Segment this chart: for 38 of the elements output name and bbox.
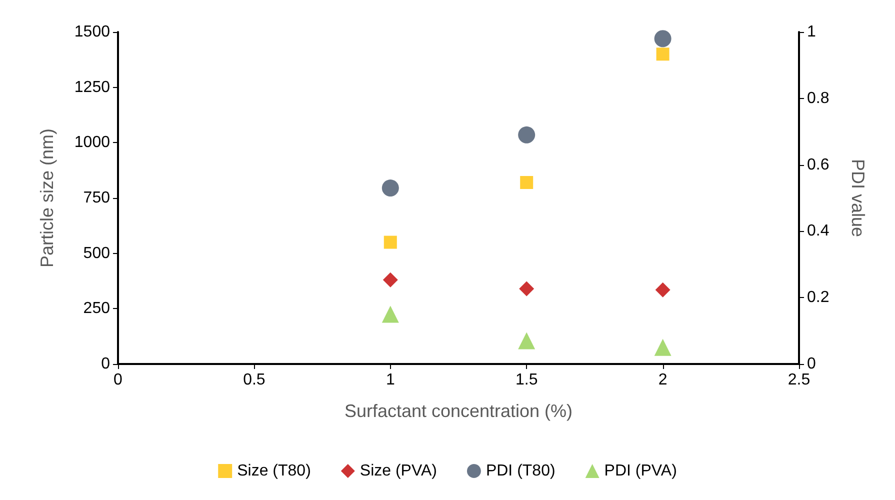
y-tick-label: 500 [83,244,110,262]
legend-label: Size (T80) [237,462,311,480]
point [518,126,536,144]
y2-tick-label: 0.2 [807,289,830,306]
y-tick-label: 250 [83,300,110,318]
y2-tick-label: 0.8 [807,90,830,107]
point [382,272,398,288]
point [382,306,399,323]
point [519,281,534,296]
y2-tick-label: 0 [807,356,816,372]
x-tick-label: 1 [386,372,395,388]
point [520,176,534,190]
legend-label: PDI (T80) [486,462,556,480]
x-tick-label: 0.5 [243,372,266,388]
point [384,236,397,249]
x-axis-title: Surfactant concentration (%) [344,401,573,421]
point [656,48,670,61]
point [518,332,536,350]
legend-label: Size (PVA) [360,462,437,480]
y-tick-label: 1250 [74,78,110,96]
x-tick-label: 2.5 [788,372,810,388]
y2-axis-title: PDI value [848,158,868,238]
y-tick-label: 750 [83,190,110,206]
x-tick-label: 2 [658,372,668,388]
y-axis-title: Particle size (nm) [37,128,57,268]
y2-tick-label: 0.6 [807,156,830,174]
y2-tick-label: 1 [807,24,816,40]
y2-tick-label: 0.4 [807,222,830,240]
legend-label: PDI (PVA) [604,462,677,480]
x-tick-label: 1.5 [515,372,538,388]
point [654,30,672,48]
y-tick-label: 0 [101,356,110,372]
y-tick-label: 1000 [74,134,110,152]
point [382,180,399,197]
point [654,338,672,356]
x-tick-label: 0 [114,372,123,388]
y-tick-label: 1500 [74,24,110,40]
point [655,282,670,298]
